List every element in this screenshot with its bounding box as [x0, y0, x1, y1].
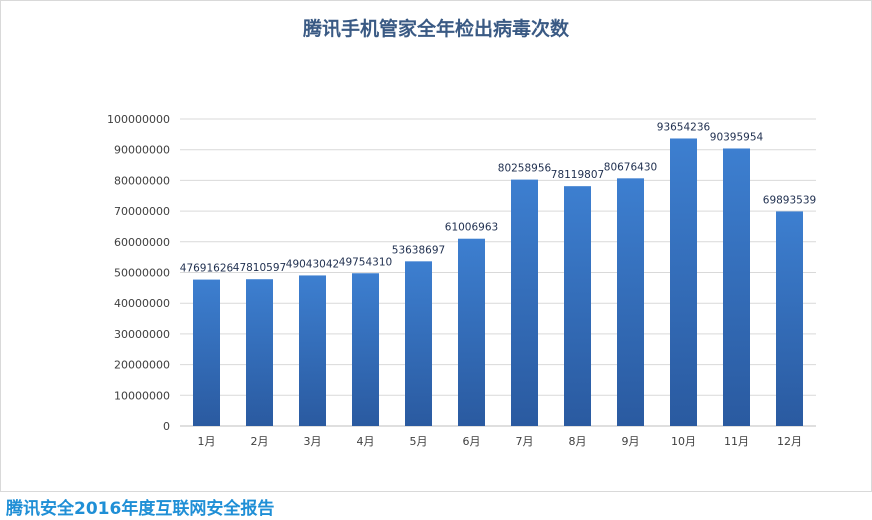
y-tick-label: 50000000 — [114, 267, 170, 280]
y-tick-label: 20000000 — [114, 359, 170, 372]
y-tick-label: 60000000 — [114, 236, 170, 249]
x-tick-label: 9月 — [622, 435, 640, 448]
x-tick-label: 10月 — [671, 435, 696, 448]
x-tick-label: 2月 — [251, 435, 269, 448]
data-labels: 47691626 47810597 49043042 4975431053638697… — [180, 121, 816, 274]
bar-1月 — [193, 279, 220, 426]
y-tick-label: 0 — [163, 420, 170, 433]
y-axis-tick-labels: 0 10000000 20000000 30000000 40000000 5000000… — [107, 113, 170, 433]
bar-4月 — [352, 273, 379, 426]
data-label: 53638697 — [392, 244, 445, 256]
x-tick-label: 11月 — [724, 435, 749, 448]
data-label: 61006963 — [445, 222, 498, 234]
bar-7月 — [511, 179, 538, 426]
x-tick-label: 6月 — [463, 435, 481, 448]
data-label: 93654236 — [657, 121, 711, 133]
data-label: 90395954 — [710, 131, 764, 143]
x-axis-tick-labels: 1月 2月 3月 4月 5月 6月 7月 8月 9月 10月 11月 12月 — [198, 435, 803, 448]
x-tick-label: 5月 — [410, 435, 428, 448]
x-tick-label: 1月 — [198, 435, 216, 448]
data-label: 49754310 — [339, 256, 392, 268]
report-footer: 腾讯安全2016年度互联网安全报告 — [6, 499, 275, 519]
data-label: 80258956 — [498, 163, 552, 175]
data-label: 49043042 — [286, 258, 339, 270]
y-tick-label: 40000000 — [114, 297, 170, 310]
x-tick-label: 7月 — [516, 435, 534, 448]
bars — [193, 138, 803, 426]
y-tick-label: 80000000 — [114, 174, 170, 187]
data-label: 78119807 — [551, 169, 604, 181]
bar-9月 — [617, 178, 644, 426]
y-tick-label: 70000000 — [114, 205, 170, 218]
bar-2月 — [246, 279, 273, 426]
chart-title: 腾讯手机管家全年检出病毒次数 — [302, 18, 569, 40]
data-label: 47691626 — [180, 263, 234, 275]
bar-3月 — [299, 275, 326, 426]
data-label: 47810597 — [233, 262, 286, 274]
bar-12月 — [776, 211, 803, 426]
data-label: 69893539 — [763, 194, 816, 206]
y-tick-label: 100000000 — [107, 113, 170, 126]
bar-8月 — [564, 186, 591, 426]
x-tick-label: 3月 — [304, 435, 322, 448]
bar-5月 — [405, 261, 432, 426]
gridlines — [180, 118, 816, 427]
bar-10月 — [670, 138, 697, 426]
y-tick-label: 30000000 — [114, 328, 170, 341]
x-tick-label: 8月 — [569, 435, 587, 448]
bar-chart: 0 10000000 20000000 30000000 40000000 5000000… — [107, 113, 816, 448]
bar-6月 — [458, 238, 485, 426]
y-tick-label: 90000000 — [114, 144, 170, 157]
x-tick-label: 12月 — [777, 435, 802, 448]
bar-11月 — [723, 148, 750, 426]
data-label: 80676430 — [604, 161, 657, 173]
y-tick-label: 10000000 — [114, 389, 170, 402]
x-tick-label: 4月 — [357, 435, 375, 448]
